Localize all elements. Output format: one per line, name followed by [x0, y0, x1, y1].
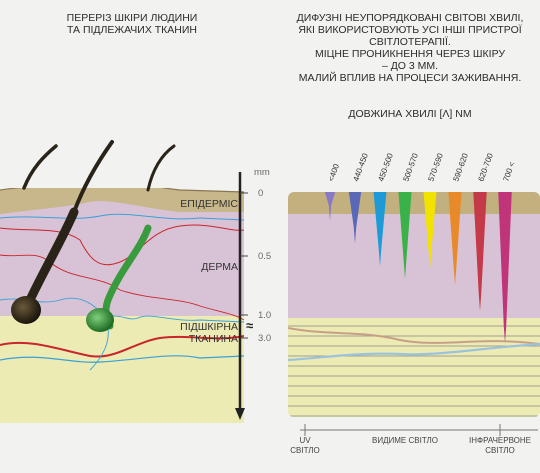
- tick-label-10: 1.0: [258, 310, 271, 321]
- label-subcutis-line1: ПІДШКІРНА: [180, 321, 238, 333]
- spectrum-axis: UV СВІТЛО ВИДИМЕ СВІТЛО ІНФРАЧЕРВОНЕ СВІ…: [290, 424, 538, 455]
- left-title-line2: ТА ПІДЛЕЖАЧИХ ТКАНИН: [66, 24, 198, 36]
- scale-unit: mm: [254, 167, 270, 178]
- right-description: ДИФУЗНІ НЕУПОРЯДКОВАНІ СВІТОВІ ХВИЛІ, ЯК…: [286, 12, 534, 84]
- desc-line5: – ДО 3 ММ.: [381, 60, 439, 72]
- wavelength-band-1: [348, 192, 362, 244]
- wavelength-band-6: [473, 192, 487, 311]
- wavelength-label-0: <400: [326, 162, 341, 183]
- tick-label-0: 0: [258, 188, 263, 199]
- wavelength-label-7: 700 <: [501, 160, 516, 182]
- wavelength-label-6: 620-700: [476, 151, 495, 182]
- dermis-band: [288, 214, 540, 318]
- subcutis-band: [288, 318, 540, 417]
- red-vessel-3: [119, 289, 244, 321]
- label-dermis: ДЕРМА: [201, 261, 238, 273]
- desc-line6: МАЛИЙ ВПЛИВ НА ПРОЦЕСИ ЗАЖИВАННЯ.: [298, 72, 522, 84]
- left-title-line1: ПЕРЕРІЗ ШКІРИ ЛЮДИНИ: [66, 12, 198, 24]
- tick-label-30: 3.0: [258, 333, 271, 344]
- wavelength-label-5: 590-620: [451, 151, 470, 182]
- hair-shaft-1-root: [25, 207, 79, 305]
- wavelength-bands: [323, 192, 512, 343]
- depth-scale: mm 0 0.5 1.0 ≈ 3.0: [235, 167, 271, 420]
- label-subcutis-line2: ТКАНИНА: [189, 333, 238, 345]
- wavelength-band-3: [398, 192, 412, 279]
- scale-break-symbol: ≈: [246, 318, 253, 333]
- ir-label-line2: СВІТЛО: [485, 446, 515, 455]
- skin-cross-section: [0, 188, 244, 423]
- ir-label-line1: ІНФРАЧЕРВОНЕ: [469, 436, 531, 445]
- wavelength-band-7: [498, 192, 512, 343]
- uv-label-line1: UV: [299, 436, 311, 445]
- dermis-layer-left: [0, 189, 244, 316]
- wavelength-band-5: [448, 192, 462, 286]
- penetration-panel: [288, 192, 540, 417]
- subcutis-layer-left: [0, 312, 244, 423]
- wavelength-label-4: 570-590: [426, 151, 445, 182]
- left-title: ПЕРЕРІЗ ШКІРИ ЛЮДИНИ ТА ПІДЛЕЖАЧИХ ТКАНИ…: [32, 12, 232, 36]
- visible-label: ВИДИМЕ СВІТЛО: [372, 436, 438, 445]
- depth-axis-arrow: [235, 408, 245, 420]
- desc-line3: СВІТЛОТЕРАПІЇ.: [369, 36, 451, 48]
- desc-line4: МІЦНЕ ПРОНИКНЕННЯ ЧЕРЕЗ ШКІРУ: [314, 48, 506, 60]
- blue-vessel-1: [0, 213, 244, 221]
- blue-vessel-3: [104, 315, 244, 323]
- wavelength-label-2: 450-500: [376, 151, 395, 182]
- wavelength-band-2: [373, 192, 387, 266]
- wavelength-label-3: 500-570: [401, 151, 420, 182]
- wavelength-title: ДОВЖИНА ХВИЛІ [λ] NM: [348, 108, 472, 120]
- panel-blue-vessel: [288, 342, 540, 362]
- panel-red-vessel: [288, 327, 540, 345]
- epidermis-layer-left: [0, 188, 244, 214]
- wavelength-label-1: 440-450: [351, 151, 370, 182]
- wavelength-labels: <400 440-450 450-500 500-570 570-590 590-620 6…: [326, 151, 516, 182]
- red-vessel-main: [0, 335, 244, 358]
- desc-line2: ЯКІ ВИКОРИСТОВУЮТЬ УСІ ІНШІ ПРИСТРОЇ: [298, 24, 522, 36]
- red-vessel-1: [0, 224, 244, 266]
- desc-line1: ДИФУЗНІ НЕУПОРЯДКОВАНІ СВІТОВІ ХВИЛІ,: [296, 12, 524, 24]
- label-epidermis: ЕПІДЕРМІС: [180, 198, 238, 210]
- blue-vessel-main: [0, 355, 244, 363]
- hair-shaft-1: [72, 140, 114, 214]
- hair-bulb: [11, 296, 41, 324]
- uv-label-line2: СВІТЛО: [290, 446, 320, 455]
- wavelength-band-4: [423, 192, 437, 270]
- green-follicle-bulb: [86, 308, 114, 332]
- horizontal-gridlines: [288, 325, 540, 417]
- hair-shaft-3: [146, 144, 176, 192]
- hair-shaft-2: [22, 144, 58, 190]
- wavelength-band-0: [323, 192, 337, 222]
- tick-label-05: 0.5: [258, 251, 271, 262]
